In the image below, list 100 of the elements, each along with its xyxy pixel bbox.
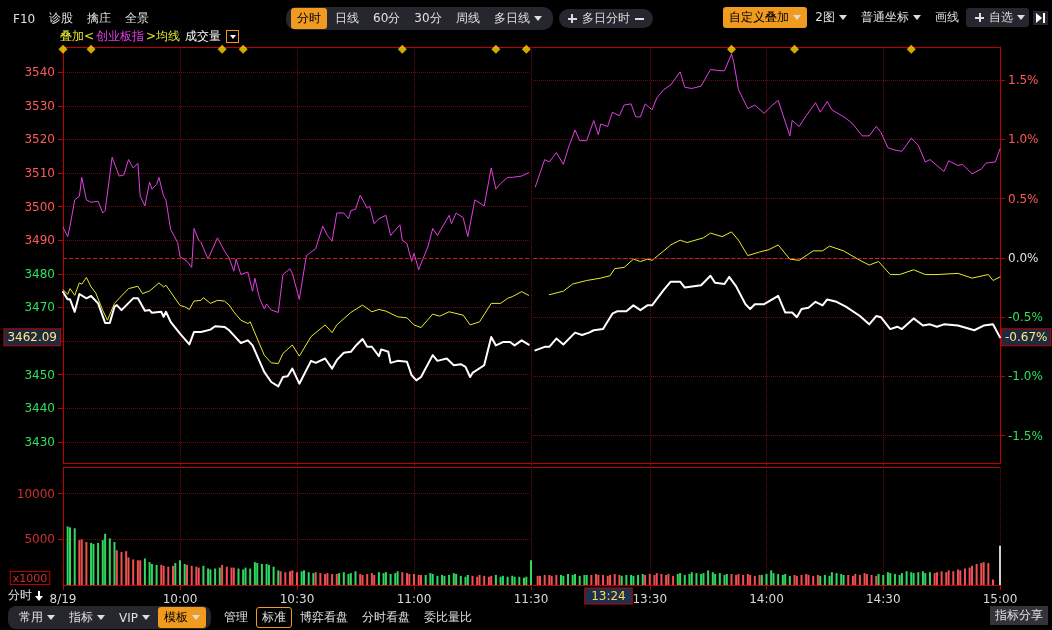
bar xyxy=(963,568,966,585)
bar xyxy=(851,575,854,585)
y-tick-label: 5000 xyxy=(24,532,55,547)
bar xyxy=(746,574,749,585)
bar xyxy=(370,573,373,585)
bar xyxy=(405,573,408,585)
bar xyxy=(714,574,717,585)
bar xyxy=(291,570,294,585)
bar xyxy=(543,574,546,585)
bar xyxy=(155,564,158,585)
bar xyxy=(108,538,111,585)
y-tick-label: 3430 xyxy=(24,434,55,449)
text: 13:24 xyxy=(591,589,626,603)
bar xyxy=(303,570,306,585)
x-tick-label: 11:30 xyxy=(513,592,549,606)
y-tick-label: 3500 xyxy=(24,199,55,214)
bar xyxy=(889,573,892,585)
line-series xyxy=(62,277,530,365)
x-tick-label: 15:00 xyxy=(982,592,1018,606)
bar xyxy=(578,575,581,585)
y-tick-label: 3490 xyxy=(24,233,55,248)
y-tick-label: 3440 xyxy=(24,401,55,416)
y-tick-label: -0.5% xyxy=(1008,310,1043,325)
bar xyxy=(637,574,640,585)
text: 自选 xyxy=(966,8,1029,27)
text: 博弈看盘 xyxy=(299,609,349,626)
bar xyxy=(858,574,861,585)
text: 管理 xyxy=(223,609,249,626)
bar xyxy=(676,574,679,585)
bar xyxy=(518,576,521,585)
bar xyxy=(494,574,497,585)
bar xyxy=(377,572,380,585)
text: 画线 xyxy=(934,9,960,26)
text: 2图 xyxy=(814,9,836,26)
bar xyxy=(256,563,259,585)
bar xyxy=(214,568,217,585)
bar xyxy=(272,566,275,585)
text: 分时看盘 xyxy=(361,609,411,626)
bar xyxy=(854,574,857,585)
bar xyxy=(882,574,885,585)
bar xyxy=(167,566,170,585)
y-tick-label: 3520 xyxy=(24,132,55,147)
bar xyxy=(366,574,369,585)
bar xyxy=(847,574,850,585)
bar xyxy=(530,560,532,585)
bar xyxy=(522,577,525,585)
text: 成交量 xyxy=(185,28,222,45)
bar xyxy=(800,574,803,585)
y-tick-label: -1.5% xyxy=(1008,428,1043,443)
text: 擒庄 xyxy=(86,10,113,27)
x-tick-label: 14:30 xyxy=(865,592,901,606)
bar xyxy=(770,570,773,585)
bar xyxy=(284,572,287,585)
text: 模板 xyxy=(157,607,206,628)
bar xyxy=(300,571,303,585)
bar xyxy=(765,574,768,585)
bar xyxy=(959,570,962,585)
bar xyxy=(225,566,228,585)
line-series xyxy=(534,274,1001,352)
bar xyxy=(828,575,831,585)
bar xyxy=(788,575,791,585)
bar xyxy=(342,572,345,585)
bar xyxy=(69,527,72,585)
bar xyxy=(749,574,752,585)
text: 分时 xyxy=(291,8,327,29)
bar xyxy=(870,574,873,585)
y-axis-title: x1000 xyxy=(12,571,48,585)
x-tick-label: 10:00 xyxy=(162,592,198,606)
bar xyxy=(917,572,920,585)
bar xyxy=(992,579,994,585)
bar xyxy=(85,542,88,585)
y-tick-label: -1.0% xyxy=(1008,369,1043,384)
bar xyxy=(905,571,908,585)
text: >均线 xyxy=(146,28,181,45)
bar xyxy=(104,533,107,585)
y-tick-label: 10000 xyxy=(16,486,55,501)
x-tick-label: 14:00 xyxy=(749,592,784,606)
bar xyxy=(718,573,721,585)
bar xyxy=(711,572,714,585)
bar xyxy=(683,574,686,585)
text: 标准 xyxy=(255,607,292,628)
text: -0.67% xyxy=(1005,330,1048,345)
bar xyxy=(613,574,616,585)
bar xyxy=(420,574,423,585)
bar xyxy=(928,572,931,585)
bar xyxy=(772,573,775,585)
bar xyxy=(490,575,493,585)
text: 创业板指 xyxy=(96,28,145,45)
bar xyxy=(730,574,733,585)
bar xyxy=(143,558,146,585)
bar xyxy=(237,568,240,585)
text: 60分 xyxy=(372,10,402,27)
bar xyxy=(408,574,411,585)
y-tick-label: 3540 xyxy=(24,65,55,80)
bar xyxy=(190,565,193,585)
bar xyxy=(590,574,593,585)
bar xyxy=(487,576,490,585)
x-tick-label: 11:00 xyxy=(396,592,432,606)
bar xyxy=(886,572,889,585)
bar xyxy=(574,574,577,585)
